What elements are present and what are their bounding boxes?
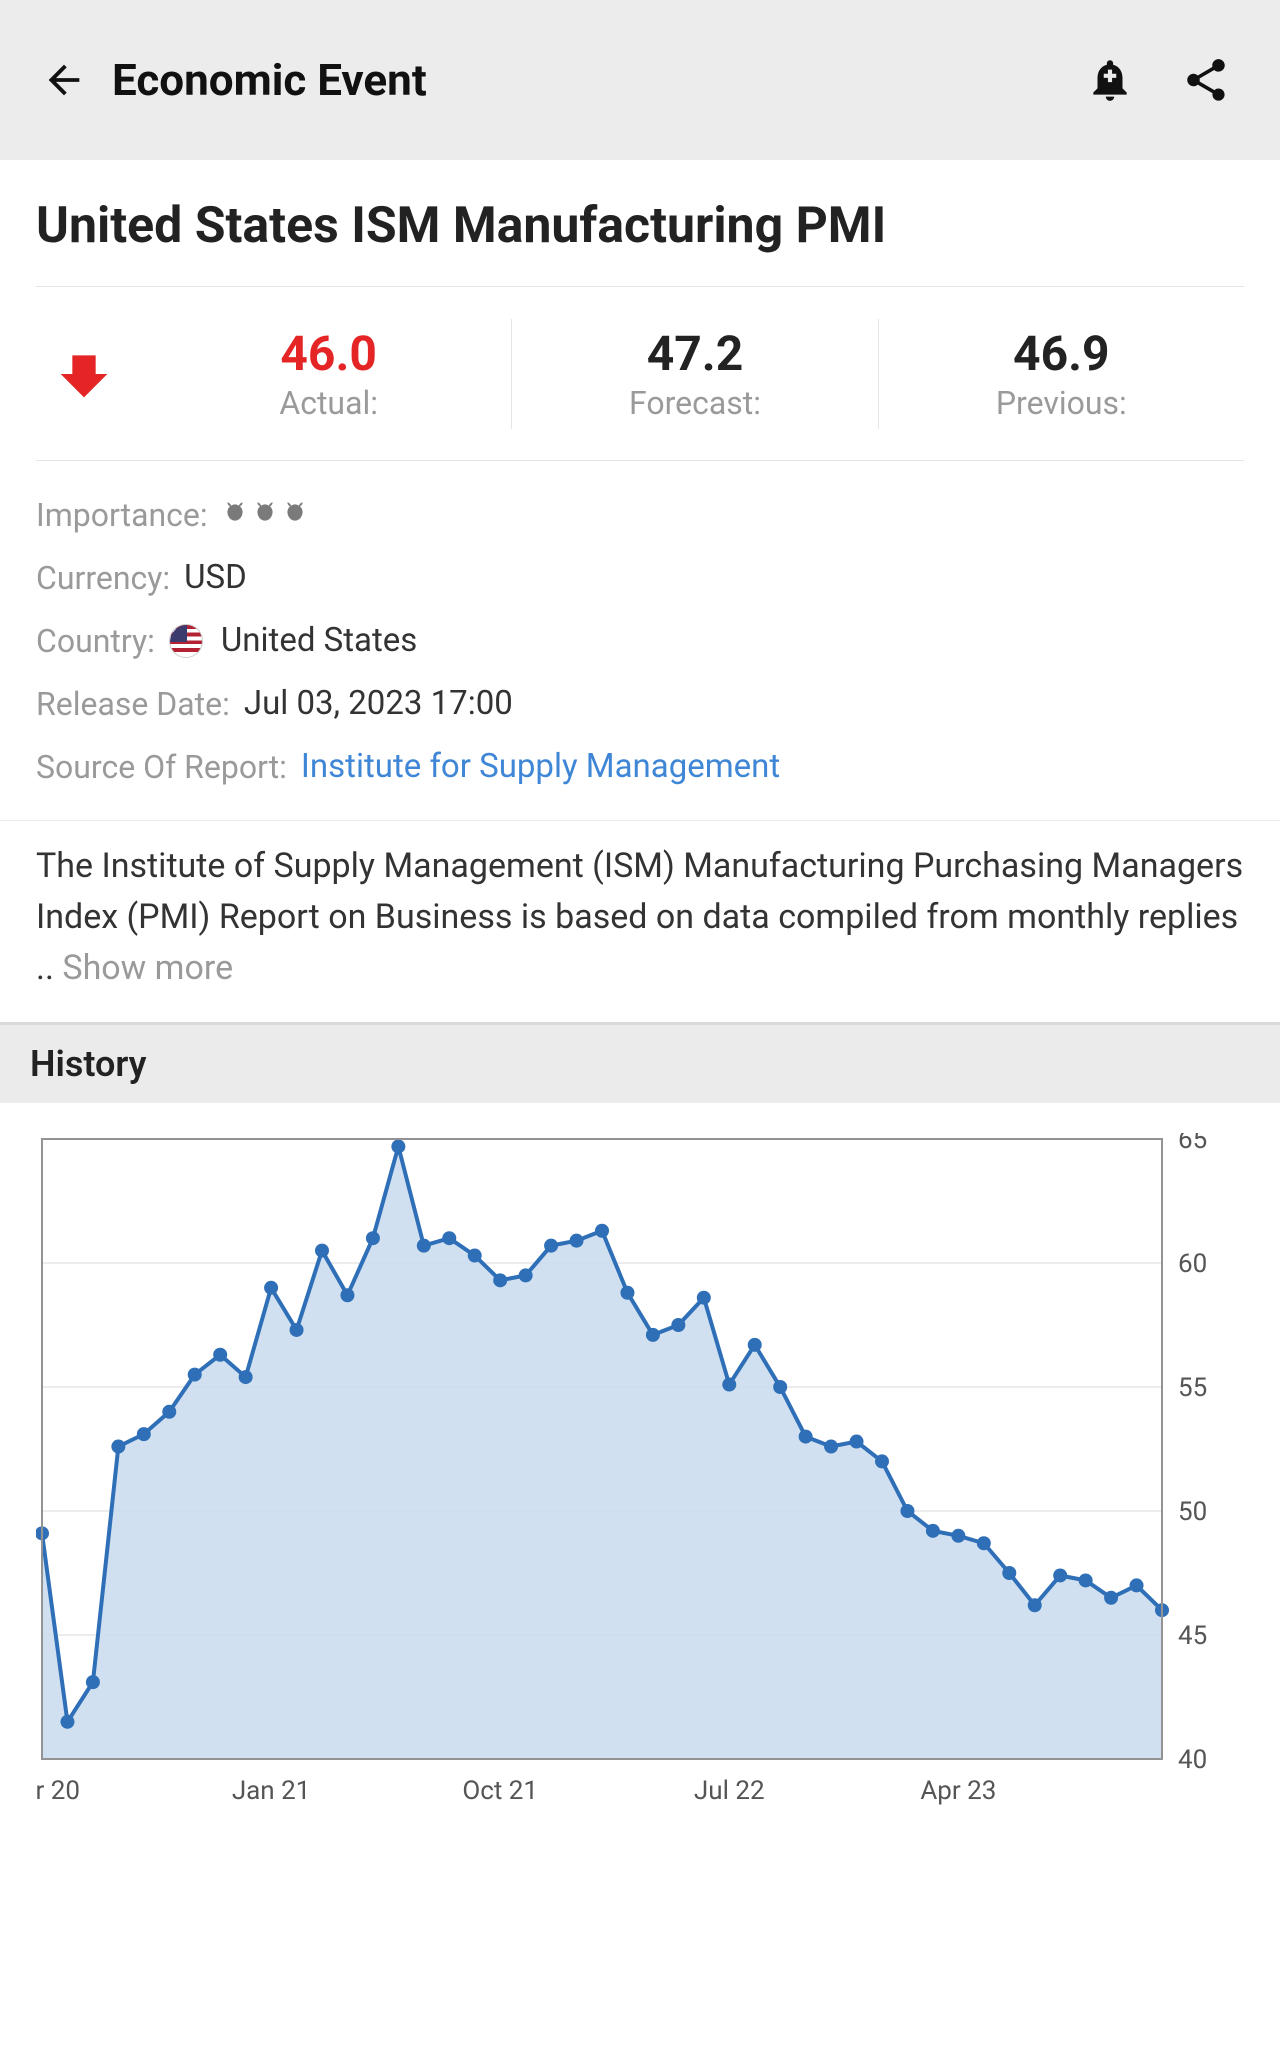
- metric-actual: 46.0 Actual:: [146, 319, 511, 429]
- arrow-down-icon: [56, 346, 112, 402]
- header-actions: [1082, 52, 1234, 108]
- source-link[interactable]: Institute for Supply Management: [301, 747, 780, 786]
- arrow-left-icon: [41, 57, 87, 103]
- direction-indicator: [36, 346, 146, 402]
- show-more-button[interactable]: Show more: [62, 948, 233, 988]
- country-value: United States: [221, 621, 417, 660]
- details-section: Importance: Currency: USD Country: Unite…: [0, 461, 1280, 808]
- svg-text:Apr 23: Apr 23: [920, 1776, 996, 1806]
- history-section-title: History: [0, 1022, 1280, 1103]
- source-label: Source Of Report:: [36, 748, 287, 786]
- detail-source: Source Of Report: Institute for Supply M…: [36, 735, 1244, 798]
- metric-forecast-label: Forecast:: [629, 384, 761, 422]
- svg-text:Apr 20: Apr 20: [36, 1776, 80, 1806]
- bull-icon: [222, 499, 248, 525]
- svg-text:Oct 21: Oct 21: [462, 1776, 538, 1806]
- metric-previous-label: Previous:: [996, 384, 1127, 422]
- importance-label: Importance:: [36, 496, 208, 534]
- svg-text:Jan 21: Jan 21: [232, 1776, 311, 1806]
- metric-actual-value: 46.0: [280, 325, 377, 382]
- history-chart[interactable]: 40 45 50 55 60 65 Apr 20 Jan 21 Oct 21 Jul 22 Apr …: [36, 1133, 1260, 1813]
- svg-text:50: 50: [1178, 1497, 1207, 1527]
- detail-importance: Importance:: [36, 483, 1244, 546]
- description-section: The Institute of Supply Management (ISM)…: [0, 820, 1280, 1022]
- metric-actual-label: Actual:: [279, 384, 378, 422]
- us-flag-icon: [169, 624, 203, 658]
- metric-forecast-value: 47.2: [647, 325, 744, 382]
- svg-text:45: 45: [1178, 1621, 1207, 1651]
- add-alert-button[interactable]: [1082, 52, 1138, 108]
- release-date-value: Jul 03, 2023 17:00: [244, 684, 513, 723]
- metric-previous: 46.9 Previous:: [878, 319, 1244, 429]
- page-title: United States ISM Manufacturing PMI: [0, 160, 1280, 286]
- detail-country: Country: United States: [36, 609, 1244, 672]
- metric-forecast: 47.2 Forecast:: [511, 319, 877, 429]
- detail-currency: Currency: USD: [36, 546, 1244, 609]
- bull-icon: [282, 499, 308, 525]
- release-date-label: Release Date:: [36, 685, 230, 723]
- svg-text:65: 65: [1178, 1133, 1207, 1155]
- importance-value: [222, 495, 312, 534]
- detail-release-date: Release Date: Jul 03, 2023 17:00: [36, 672, 1244, 735]
- svg-text:40: 40: [1178, 1745, 1207, 1775]
- metrics-row: 46.0 Actual: 47.2 Forecast: 46.9 Previou…: [36, 286, 1244, 461]
- share-icon: [1181, 55, 1231, 105]
- header-title: Economic Event: [112, 54, 1082, 106]
- svg-text:60: 60: [1178, 1249, 1207, 1279]
- svg-text:55: 55: [1178, 1373, 1207, 1403]
- currency-label: Currency:: [36, 559, 170, 597]
- metric-previous-value: 46.9: [1013, 325, 1110, 382]
- currency-value: USD: [184, 558, 247, 597]
- back-button[interactable]: [36, 52, 92, 108]
- svg-text:Jul 22: Jul 22: [694, 1776, 765, 1806]
- app-header: Economic Event: [0, 0, 1280, 160]
- bell-plus-icon: [1085, 55, 1135, 105]
- share-button[interactable]: [1178, 52, 1234, 108]
- bull-icon: [252, 499, 278, 525]
- history-chart-container: 40 45 50 55 60 65 Apr 20 Jan 21 Oct 21 Jul 22 Apr …: [0, 1103, 1280, 1843]
- country-label: Country:: [36, 622, 155, 660]
